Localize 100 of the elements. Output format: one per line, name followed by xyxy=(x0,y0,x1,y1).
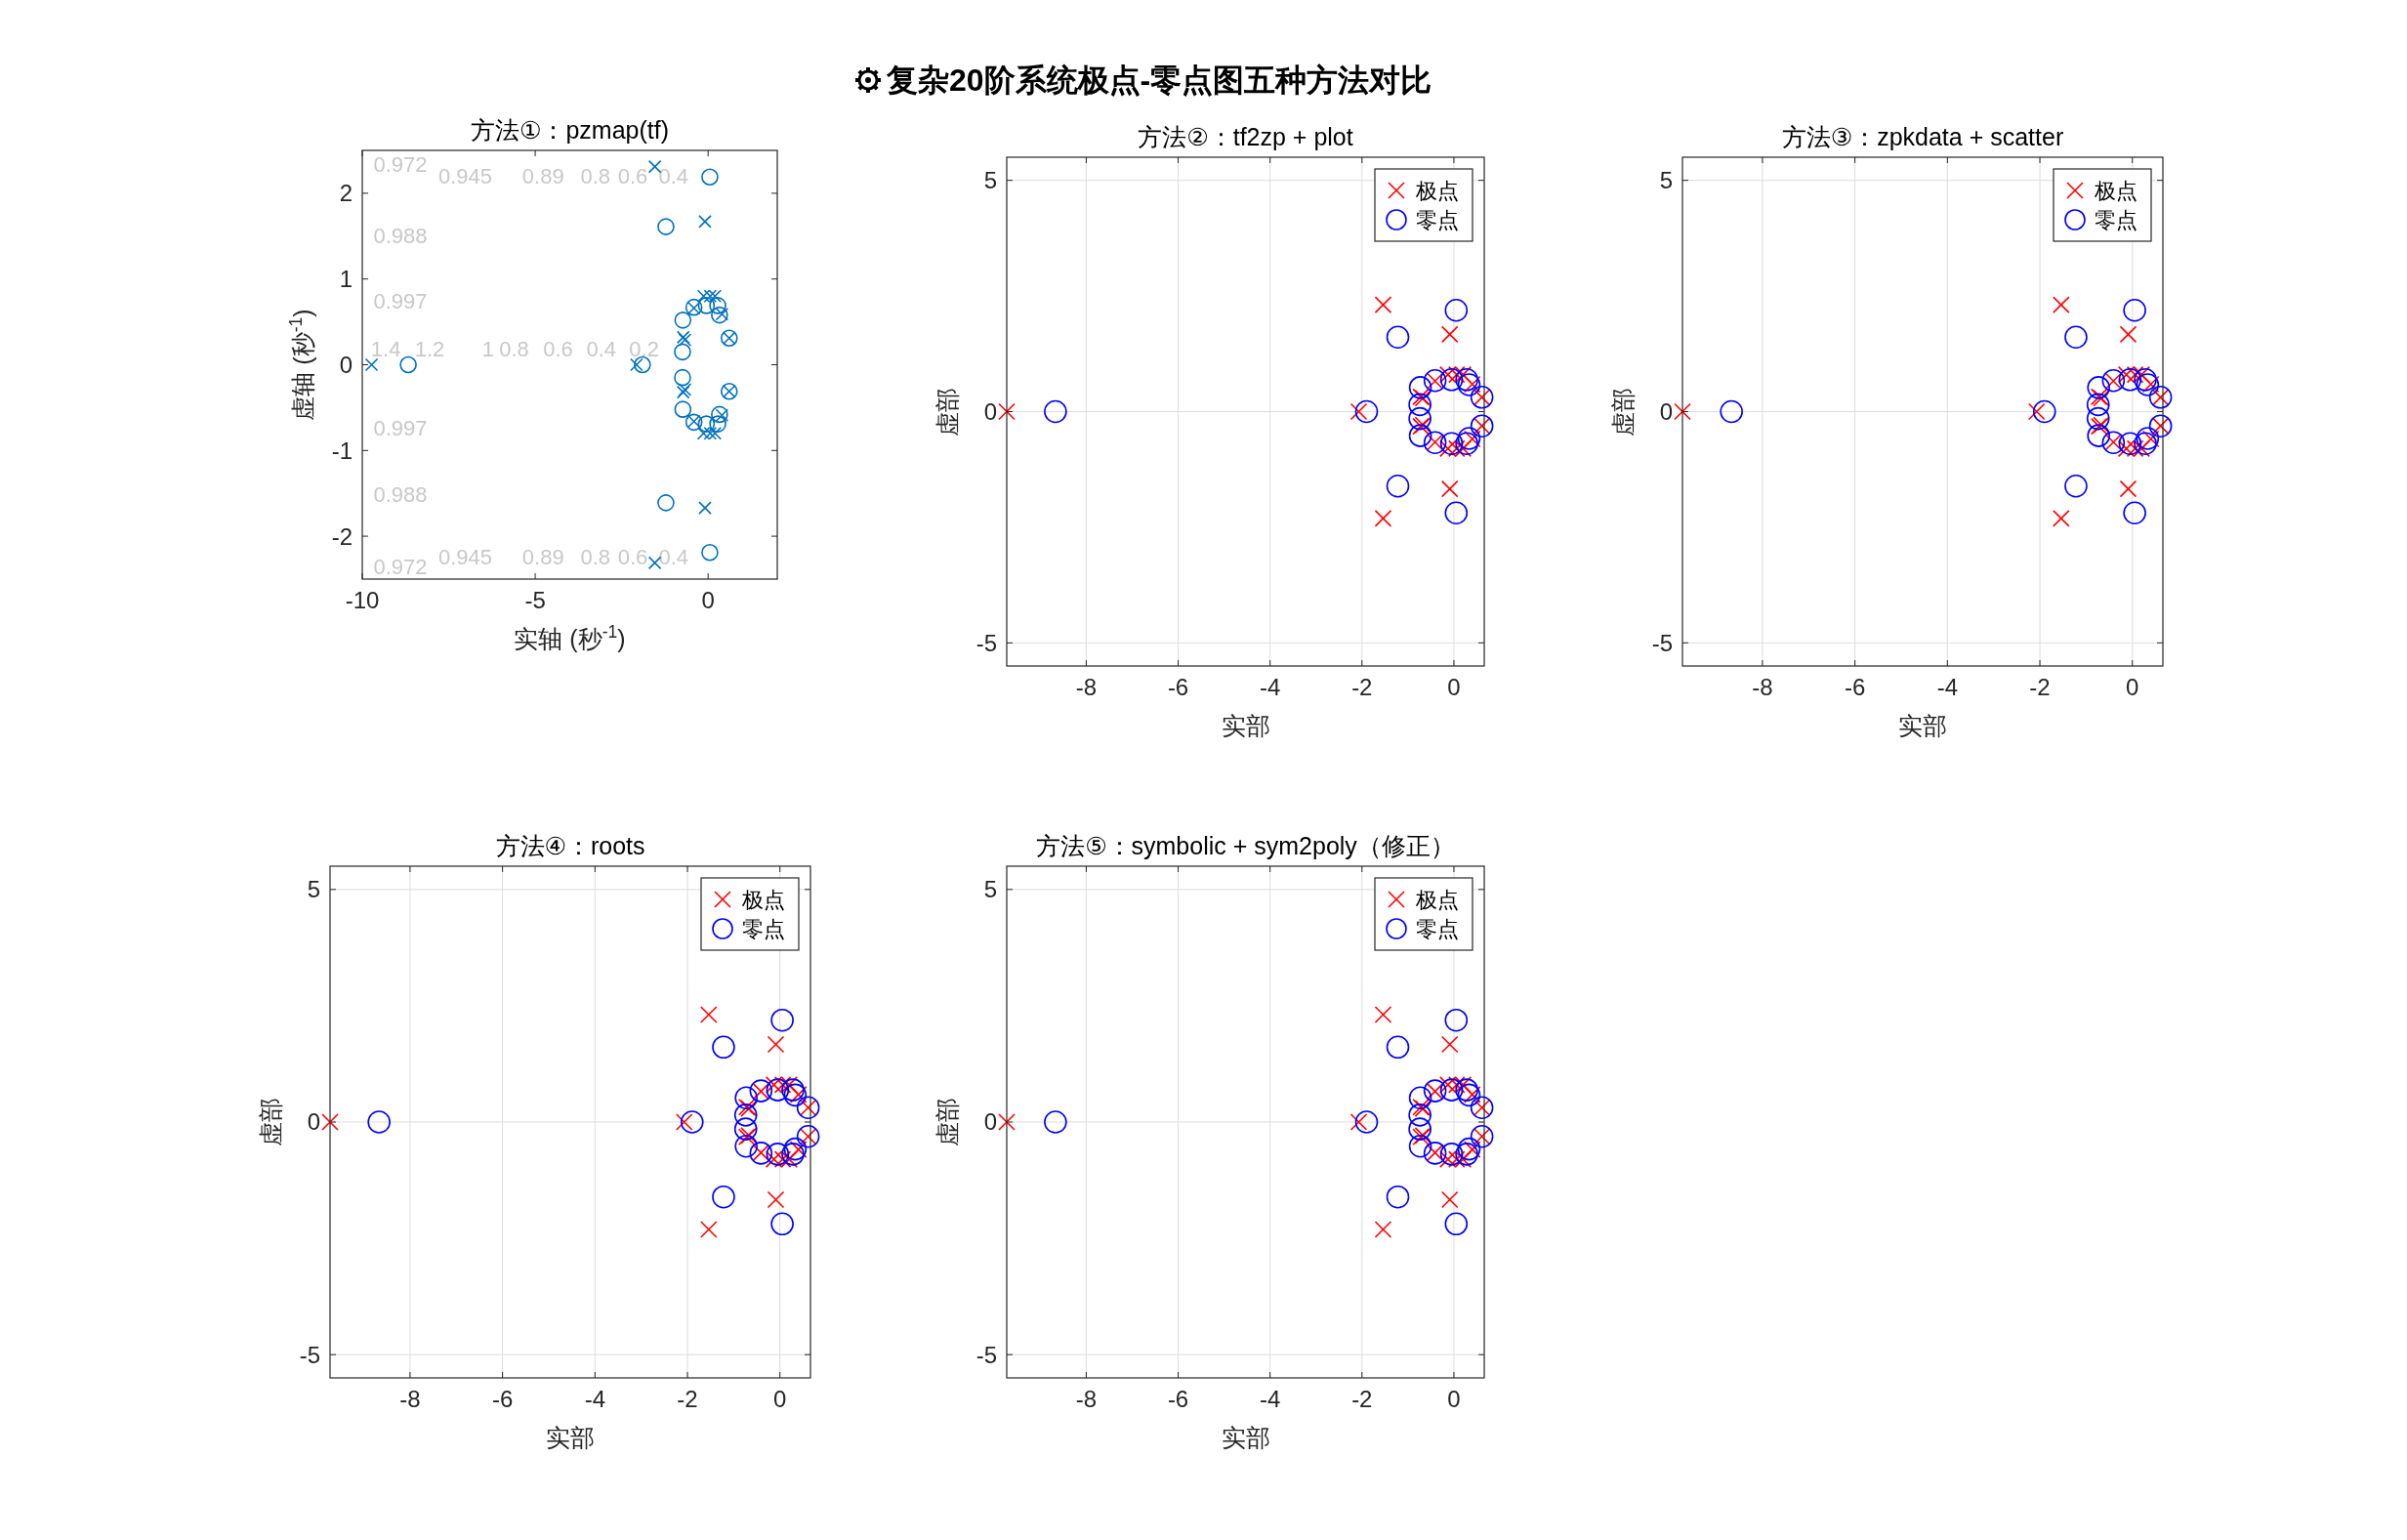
point xyxy=(2136,373,2160,396)
point xyxy=(1374,510,1392,527)
point xyxy=(674,312,692,329)
point xyxy=(1440,325,1459,344)
point xyxy=(1408,424,1432,447)
point xyxy=(2086,406,2110,431)
point xyxy=(2119,479,2137,498)
y-tick-label: -5 xyxy=(1651,629,1673,656)
point xyxy=(1386,325,1410,350)
y-axis-title: 虚部 xyxy=(934,387,961,437)
x-tick-label: -6 xyxy=(1167,674,1189,700)
y-tick-label: 0 xyxy=(1659,397,1673,425)
point xyxy=(2119,325,2137,344)
point xyxy=(767,1035,785,1054)
x-tick-label: -8 xyxy=(1075,1386,1098,1412)
legend-label: 极点 xyxy=(1415,887,1459,912)
point xyxy=(712,1185,735,1209)
x-tick-label: -4 xyxy=(1260,674,1281,700)
x-axis-title: 实轴 (秒$^{-1}$) xyxy=(514,622,626,652)
point xyxy=(767,1190,785,1209)
chart-title: 方法②：tf2zp + plot xyxy=(1138,123,1353,150)
point xyxy=(1374,296,1392,313)
point xyxy=(709,415,726,433)
point xyxy=(698,501,712,515)
point xyxy=(1457,427,1481,450)
point xyxy=(1354,399,1379,424)
x-tick-label: -10 xyxy=(345,587,380,613)
point xyxy=(998,1113,1016,1131)
x-tick-label: -2 xyxy=(677,1386,698,1412)
point xyxy=(630,357,643,372)
legend-label: 极点 xyxy=(741,887,785,912)
x-tick-label: -5 xyxy=(524,587,546,613)
point xyxy=(1444,1212,1469,1236)
point xyxy=(2064,325,2088,350)
point xyxy=(1354,1110,1379,1134)
point xyxy=(1674,402,1691,421)
chart-title: 方法④：roots xyxy=(495,832,645,859)
y-tick-label: 1 xyxy=(339,266,353,293)
point xyxy=(1386,474,1410,498)
point xyxy=(734,1134,758,1158)
y-tick-label: 5 xyxy=(983,167,997,194)
point xyxy=(674,368,691,387)
point xyxy=(715,408,729,423)
point xyxy=(715,307,729,321)
x-tick-label: -2 xyxy=(2029,674,2051,700)
point xyxy=(1444,501,1469,525)
y-axis-title: 虚部 xyxy=(934,1098,961,1146)
point xyxy=(770,1008,794,1032)
y-tick-label: 2 xyxy=(339,180,353,207)
point xyxy=(1457,1083,1481,1107)
point xyxy=(698,215,712,229)
x-tick-label: -4 xyxy=(1260,1386,1281,1412)
point xyxy=(680,1110,704,1134)
x-tick-label: -8 xyxy=(1075,674,1098,700)
point xyxy=(1374,1006,1392,1023)
point xyxy=(364,357,379,372)
chart-title: 方法⑤：symbolic + sym2poly（修正） xyxy=(1036,832,1455,859)
y-tick-label: -1 xyxy=(331,437,353,464)
point xyxy=(2123,501,2146,525)
point xyxy=(770,1212,794,1236)
point xyxy=(1408,1117,1432,1141)
y-tick-label: 0 xyxy=(983,397,997,425)
y-tick-label: -2 xyxy=(331,522,353,550)
point xyxy=(700,1006,718,1023)
point xyxy=(2087,376,2110,399)
x-tick-label: -2 xyxy=(1351,674,1373,700)
point xyxy=(1386,1035,1410,1060)
x-tick-label: -2 xyxy=(1351,1386,1373,1412)
chart-title: 方法①：pzmap(tf) xyxy=(471,116,669,144)
point xyxy=(701,543,719,562)
point xyxy=(1044,399,1067,424)
legend-label: 极点 xyxy=(1415,178,1459,203)
x-tick-label: -4 xyxy=(584,1386,606,1412)
point xyxy=(1457,1137,1481,1161)
point xyxy=(1386,1185,1410,1209)
chart-title: 方法③：zpkdata + scatter xyxy=(1781,123,2064,150)
text: 复杂20阶系统极点-零点图五种方法对比 xyxy=(886,62,1432,99)
y-tick-label: 5 xyxy=(307,876,320,903)
point xyxy=(2053,510,2070,527)
point xyxy=(2064,474,2088,498)
point xyxy=(701,168,719,187)
x-tick-label: 0 xyxy=(701,587,715,613)
legend-label: 零点 xyxy=(742,916,785,941)
legend-label: 零点 xyxy=(1416,916,1459,941)
point xyxy=(783,1137,808,1161)
point xyxy=(1374,1221,1392,1238)
x-tick-label: 0 xyxy=(1447,1386,1461,1412)
point xyxy=(711,306,728,324)
point xyxy=(1440,1190,1459,1209)
point xyxy=(2123,298,2146,322)
x-axis-title: 实部 xyxy=(1898,712,1947,739)
point xyxy=(1440,1035,1459,1054)
point xyxy=(2136,427,2160,450)
point xyxy=(1444,1008,1469,1032)
y-tick-label: 5 xyxy=(1659,167,1673,194)
point xyxy=(700,1221,718,1238)
point xyxy=(703,426,718,440)
legend-label: 零点 xyxy=(1416,207,1459,232)
point xyxy=(1457,373,1481,396)
point xyxy=(1408,393,1432,417)
